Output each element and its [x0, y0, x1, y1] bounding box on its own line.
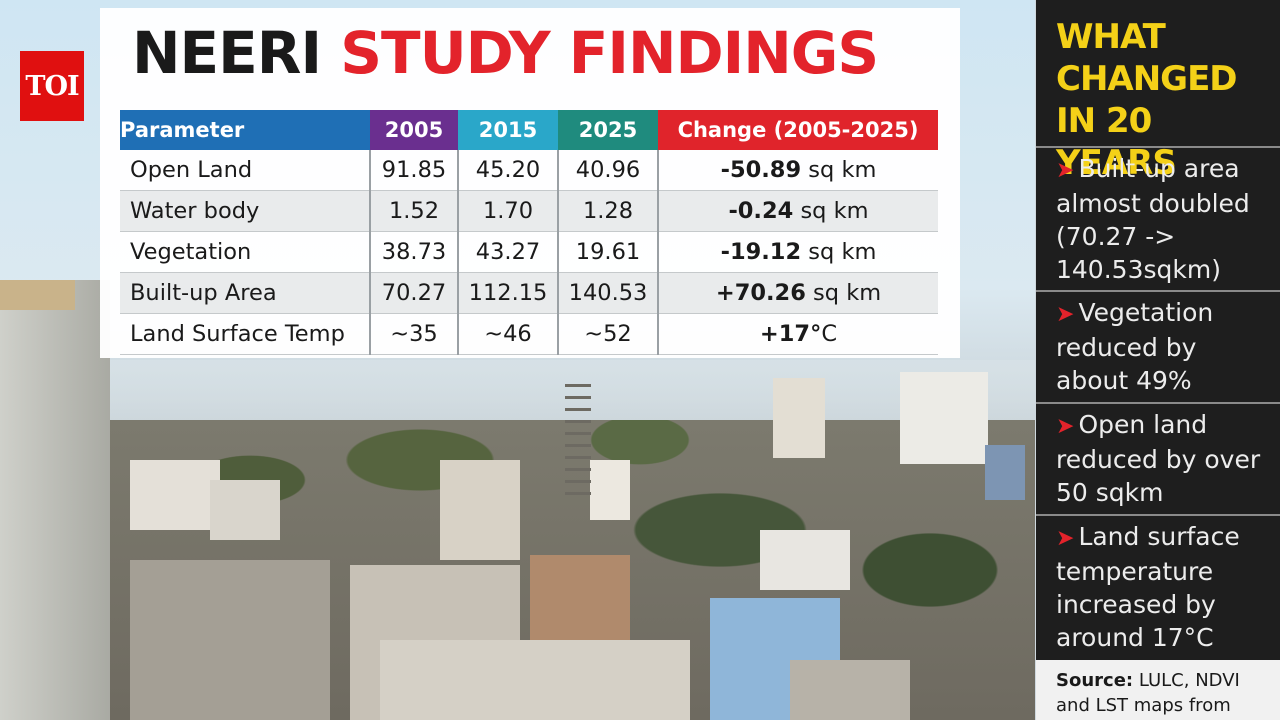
item-text: Built-up area almost doubled (70.27 -> 1…: [1056, 154, 1250, 284]
cell-2005: 1.52: [369, 190, 458, 232]
cell-2015: ~46: [457, 313, 558, 355]
table-row: Land Surface Temp ~35 ~46 ~52 +17°C: [120, 313, 938, 355]
title-part-neeri: NEERI: [132, 19, 322, 87]
cell-2025: 140.53: [557, 272, 658, 314]
title-part-study-findings: STUDY FINDINGS: [340, 19, 879, 87]
source-label: Source:: [1056, 670, 1134, 691]
building-left: [0, 280, 110, 720]
table-row: Vegetation 38.73 43.27 19.61 -19.12 sq k…: [120, 231, 938, 273]
item-text: Land surface temperature increased by ar…: [1056, 522, 1240, 652]
page-title: NEERI STUDY FINDINGS: [132, 18, 879, 88]
change-unit: sq km: [800, 198, 869, 224]
chevron-right-icon: ➤: [1056, 526, 1075, 551]
change-value: -50.89: [720, 157, 802, 183]
list-item: ➤ Vegetation reduced by about 49%: [1036, 290, 1280, 402]
table-row: Open Land 91.85 45.20 40.96 -50.89 sq km: [120, 150, 938, 191]
list-item: ➤ Open land reduced by over 50 sqkm: [1036, 402, 1280, 514]
cell-parameter: Land Surface Temp: [120, 313, 370, 355]
cell-2015: 112.15: [457, 272, 558, 314]
toi-logo: TOI: [20, 51, 84, 121]
cell-parameter: Built-up Area: [120, 272, 370, 314]
source-note: Source: LULC, NDVI and LST maps from: [1036, 660, 1280, 720]
change-value: -0.24: [728, 198, 794, 224]
panel-title: WHAT CHANGED IN 20 YEARS: [1056, 17, 1238, 183]
cell-2025: 1.28: [557, 190, 658, 232]
findings-table: Parameter 2005 2015 2025 Change (2005-20…: [120, 110, 938, 355]
cell-parameter: Vegetation: [120, 231, 370, 273]
header-2015: 2015: [458, 110, 558, 150]
list-item: ➤ Built-up area almost doubled (70.27 -> …: [1036, 146, 1280, 290]
cell-change: -19.12 sq km: [657, 231, 938, 273]
cell-change: +17°C: [657, 313, 938, 355]
cell-2005: 91.85: [369, 150, 458, 191]
cell-change: +70.26 sq km: [657, 272, 938, 314]
header-2005: 2005: [370, 110, 458, 150]
header-parameter: Parameter: [120, 110, 370, 150]
cell-change: -0.24 sq km: [657, 190, 938, 232]
change-value: +17°: [759, 321, 822, 347]
list-item: ➤ Land surface temperature increased by a…: [1036, 514, 1280, 660]
change-value: -19.12: [720, 239, 802, 265]
change-unit: C: [821, 321, 838, 347]
header-2025: 2025: [558, 110, 658, 150]
cell-2005: ~35: [369, 313, 458, 355]
change-unit: sq km: [808, 239, 877, 265]
source-text: LULC, NDVI and LST maps from: [1056, 670, 1240, 716]
table-header-row: Parameter 2005 2015 2025 Change (2005-20…: [120, 110, 938, 150]
cell-2015: 43.27: [457, 231, 558, 273]
cell-2015: 1.70: [457, 190, 558, 232]
building-tower-center: [773, 378, 825, 458]
cell-parameter: Water body: [120, 190, 370, 232]
cell-2015: 45.20: [457, 150, 558, 191]
item-text: Vegetation reduced by about 49%: [1056, 298, 1214, 395]
change-unit: sq km: [808, 157, 877, 183]
cell-2025: 40.96: [557, 150, 658, 191]
cell-parameter: Open Land: [120, 150, 370, 191]
chevron-right-icon: ➤: [1056, 302, 1075, 327]
change-value: +70.26: [715, 280, 806, 306]
cell-2025: 19.61: [557, 231, 658, 273]
table-row: Water body 1.52 1.70 1.28 -0.24 sq km: [120, 190, 938, 232]
chevron-right-icon: ➤: [1056, 414, 1075, 439]
cell-2025: ~52: [557, 313, 658, 355]
cell-2005: 38.73: [369, 231, 458, 273]
chevron-right-icon: ➤: [1056, 158, 1075, 183]
table-row: Built-up Area 70.27 112.15 140.53 +70.26…: [120, 272, 938, 314]
item-text: Open land reduced by over 50 sqkm: [1056, 410, 1261, 507]
summary-panel: [1036, 0, 1280, 720]
header-change: Change (2005-2025): [658, 110, 938, 150]
cell-2005: 70.27: [369, 272, 458, 314]
building-tower-right: [900, 372, 988, 464]
cell-change: -50.89 sq km: [657, 150, 938, 191]
change-unit: sq km: [813, 280, 882, 306]
